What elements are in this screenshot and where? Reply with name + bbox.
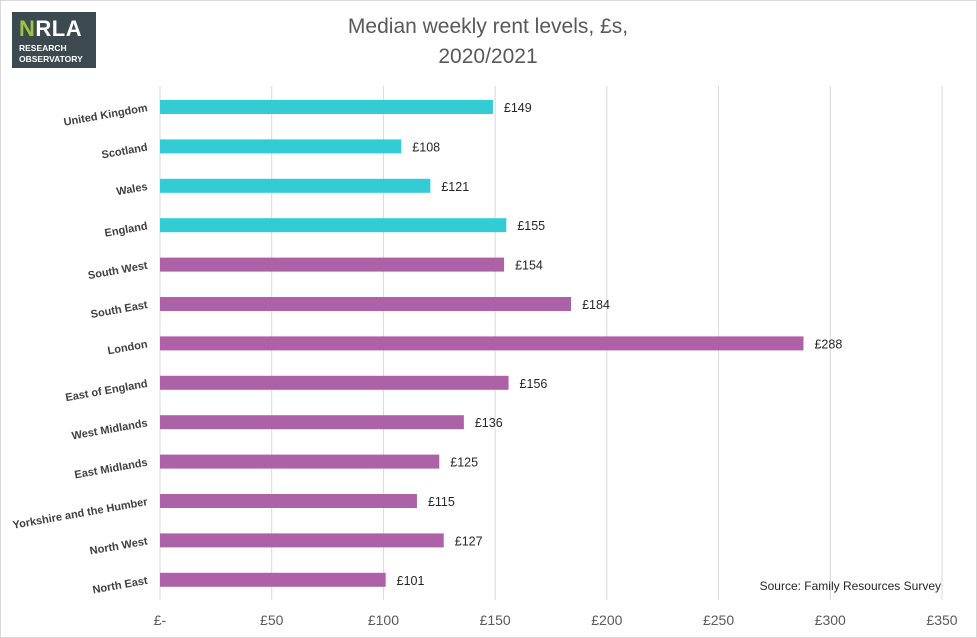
source-note: Source: Family Resources Survey	[760, 579, 941, 593]
bars: £149 £108 £121 £155 £154 £184 £288 £156 £136 £125…	[160, 100, 842, 588]
category-label: North East	[92, 575, 149, 597]
category-label: West Midlands	[71, 417, 149, 442]
category-label: East Midlands	[74, 457, 149, 482]
category-label: South West	[87, 260, 149, 282]
data-label: £156	[520, 377, 548, 391]
x-tick-label: £150	[480, 612, 511, 628]
category-label: United Kingdom	[63, 102, 149, 129]
logo-brand-prefix: N	[19, 16, 36, 41]
data-label: £108	[412, 140, 440, 154]
data-label: £121	[441, 180, 469, 194]
bar	[160, 297, 572, 311]
chart-title-line-1: Median weekly rent levels, £s,	[348, 15, 628, 38]
nrla-logo: NRLA RESEARCH OBSERVATORY	[12, 12, 96, 68]
category-label: South East	[90, 299, 149, 321]
x-tick-label: £-	[154, 612, 167, 628]
category-label: London	[107, 338, 149, 357]
data-label: £155	[517, 219, 545, 233]
data-label: £127	[455, 534, 483, 548]
data-label: £125	[450, 456, 478, 470]
x-tick-label: £350	[926, 612, 957, 628]
x-tick-label: £300	[815, 612, 846, 628]
data-label: £101	[397, 574, 425, 588]
data-label: £184	[582, 298, 610, 312]
bar	[160, 178, 431, 193]
x-tick-label: £50	[260, 612, 284, 628]
bar	[160, 257, 505, 272]
x-tick-labels: £- £50 £100 £150 £200 £250 £300 £350	[154, 612, 958, 628]
bar	[160, 415, 464, 430]
bar	[160, 218, 507, 233]
logo-line-2: OBSERVATORY	[19, 54, 83, 64]
category-label: North West	[89, 535, 149, 557]
data-label: £288	[814, 337, 842, 351]
logo-line-1: RESEARCH	[19, 43, 67, 53]
bar	[160, 494, 417, 508]
x-tick-label: £100	[368, 612, 399, 628]
bar	[160, 454, 440, 469]
data-label: £149	[504, 101, 532, 115]
bar	[160, 533, 444, 548]
x-tick-label: £250	[703, 612, 734, 628]
bar	[160, 572, 386, 587]
data-label: £115	[428, 495, 455, 509]
category-labels: United Kingdom Scotland Wales England South …	[12, 102, 149, 596]
x-tick-label: £200	[591, 612, 622, 628]
data-label: £136	[475, 416, 503, 430]
bar	[160, 100, 493, 114]
logo-brand-rest: RLA	[35, 16, 83, 41]
bar	[160, 375, 509, 390]
bar	[160, 336, 804, 351]
data-label: £154	[515, 259, 543, 273]
category-label: East of England	[65, 378, 149, 404]
chart-title-line-2: 2020/2021	[438, 45, 537, 68]
category-label: Wales	[116, 181, 149, 198]
category-label: Scotland	[101, 142, 149, 162]
bar	[160, 139, 402, 154]
category-label: England	[104, 220, 149, 239]
category-label: Yorkshire and the Humber	[12, 496, 149, 532]
